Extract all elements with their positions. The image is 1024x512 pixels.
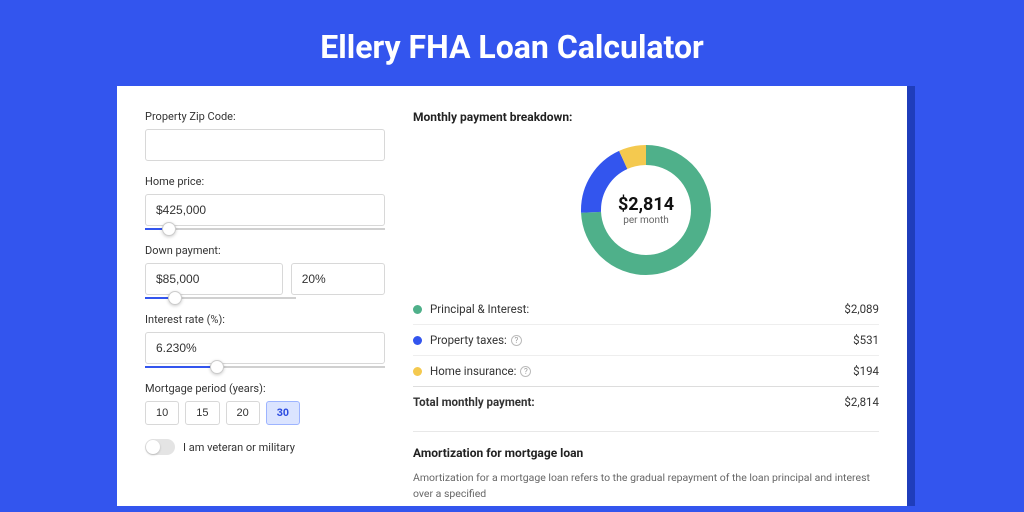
interest-rate-label: Interest rate (%): (145, 313, 385, 326)
legend-dot (413, 305, 422, 314)
legend-amount: $2,089 (844, 302, 879, 316)
veteran-toggle-row: I am veteran or military (145, 439, 385, 455)
legend-total-row: Total monthly payment: $2,814 (413, 386, 879, 417)
help-icon[interactable]: ? (520, 366, 531, 377)
interest-rate-input[interactable] (145, 332, 385, 364)
home-price-label: Home price: (145, 175, 385, 188)
slider-thumb[interactable] (162, 222, 176, 236)
donut-chart: $2,814 per month (413, 134, 879, 294)
form-column: Property Zip Code: Home price: Down paym… (145, 110, 385, 506)
donut-sub: per month (623, 215, 669, 226)
period-btn-30[interactable]: 30 (266, 401, 300, 425)
down-payment-label: Down payment: (145, 244, 385, 257)
legend-row: Property taxes:? $531 (413, 324, 879, 355)
down-payment-slider[interactable] (145, 297, 296, 299)
zip-input[interactable] (145, 129, 385, 161)
zip-label: Property Zip Code: (145, 110, 385, 123)
legend: Principal & Interest: $2,089 Property taxe… (413, 294, 879, 386)
zip-field-group: Property Zip Code: (145, 110, 385, 161)
home-price-input[interactable] (145, 194, 385, 226)
legend-label: Home insurance:? (430, 364, 531, 378)
page-title: Ellery FHA Loan Calculator (0, 0, 1024, 86)
veteran-label: I am veteran or military (183, 441, 295, 454)
legend-row: Home insurance:? $194 (413, 355, 879, 386)
amortization-section: Amortization for mortgage loan Amortizat… (413, 431, 879, 502)
legend-dot (413, 336, 422, 345)
breakdown-title: Monthly payment breakdown: (413, 110, 879, 124)
home-price-slider[interactable] (145, 228, 385, 230)
slider-thumb[interactable] (210, 360, 224, 374)
amortization-desc: Amortization for a mortgage loan refers … (413, 470, 879, 502)
toggle-knob (146, 440, 160, 454)
down-payment-input[interactable] (145, 263, 283, 295)
help-icon[interactable]: ? (511, 335, 522, 346)
legend-label: Property taxes:? (430, 333, 522, 347)
home-price-field-group: Home price: (145, 175, 385, 230)
legend-label: Principal & Interest: (430, 302, 529, 316)
period-field-group: Mortgage period (years): 1015 2030 (145, 382, 385, 425)
period-label: Mortgage period (years): (145, 382, 385, 395)
legend-row: Principal & Interest: $2,089 (413, 294, 879, 324)
legend-total-amount: $2,814 (844, 395, 879, 409)
period-btn-20[interactable]: 20 (226, 401, 260, 425)
down-payment-pct-input[interactable] (291, 263, 385, 295)
slider-thumb[interactable] (168, 291, 182, 305)
legend-total-label: Total monthly payment: (413, 395, 535, 409)
donut-amount: $2,814 (618, 194, 674, 215)
legend-amount: $531 (853, 333, 879, 347)
legend-dot (413, 367, 422, 376)
breakdown-column: Monthly payment breakdown: $2,814 per mo… (413, 110, 879, 506)
period-btn-10[interactable]: 10 (145, 401, 179, 425)
amortization-title: Amortization for mortgage loan (413, 446, 879, 460)
down-payment-field-group: Down payment: (145, 244, 385, 299)
calculator-card: Property Zip Code: Home price: Down paym… (117, 86, 907, 506)
interest-rate-slider[interactable] (145, 366, 385, 368)
legend-amount: $194 (853, 364, 879, 378)
period-btn-15[interactable]: 15 (185, 401, 219, 425)
interest-rate-field-group: Interest rate (%): (145, 313, 385, 368)
veteran-toggle[interactable] (145, 439, 175, 455)
